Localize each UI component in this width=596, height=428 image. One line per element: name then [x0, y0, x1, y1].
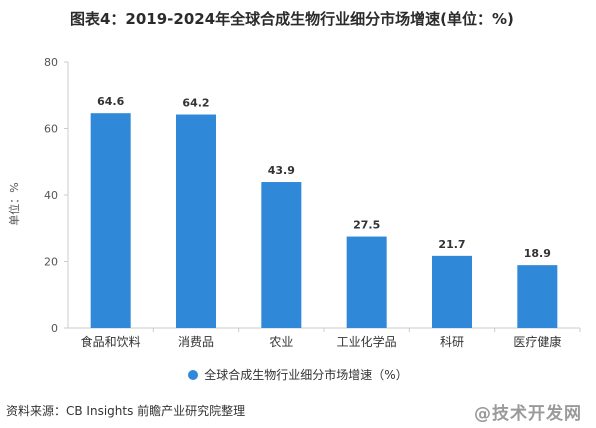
y-tick-label: 20: [44, 256, 58, 269]
data-label: 64.6: [97, 95, 124, 108]
data-label: 21.7: [438, 238, 465, 251]
x-tick-label: 科研: [440, 335, 464, 349]
watermark-text: @技术开发网: [474, 404, 582, 424]
legend-swatch: [188, 370, 199, 380]
y-tick-label: 0: [51, 322, 58, 335]
bar-2: [176, 114, 216, 328]
x-tick-label: 食品和饮料: [81, 334, 141, 349]
x-tick-label: 工业化学品: [337, 334, 397, 349]
y-tick-label: 80: [44, 56, 58, 69]
chart-title: 图表4：2019-2024年全球合成生物行业细分市场增速(单位：%): [70, 10, 514, 28]
y-tick-label: 40: [44, 189, 58, 202]
source-note: 资料来源：CB Insights 前瞻产业研究院整理: [6, 404, 246, 418]
bar-1: [90, 113, 131, 328]
data-label: 18.9: [524, 247, 551, 260]
legend-label: 全球合成生物行业细分市场增速（%）: [204, 368, 408, 382]
bar-3: [261, 182, 302, 328]
bar-5: [432, 255, 472, 328]
x-tick-label: 消费品: [178, 335, 214, 349]
legend: 全球合成生物行业细分市场增速（%）: [0, 366, 596, 383]
x-tick-label: 农业: [269, 335, 293, 349]
bar-6: [517, 265, 558, 328]
bar-4: [346, 236, 387, 328]
x-tick-label: 医疗健康: [513, 334, 561, 349]
y-tick-label: 60: [44, 123, 58, 136]
data-label: 64.2: [182, 97, 209, 110]
data-label: 27.5: [353, 219, 380, 232]
data-label: 43.9: [268, 164, 295, 177]
